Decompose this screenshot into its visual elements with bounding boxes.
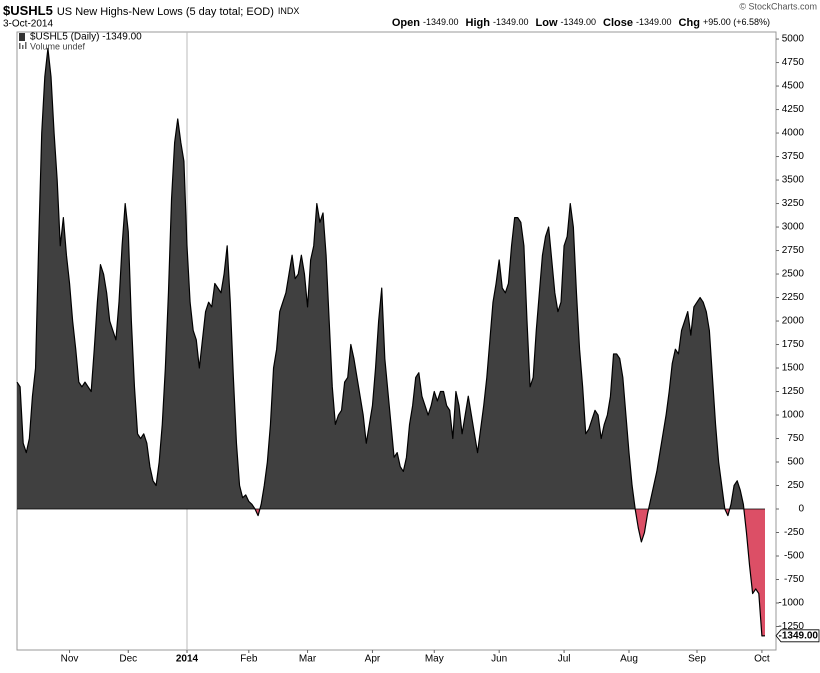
y-tick-label: 2750 <box>782 245 805 256</box>
y-tick-label: 500 <box>787 457 804 468</box>
x-tick-label: 2014 <box>176 654 199 665</box>
y-tick-label: 4500 <box>782 81 805 92</box>
quote-label: Chg <box>679 17 700 29</box>
quote: Open -1349.00 High -1349.00 Low -1349.00 Close… <box>392 17 770 29</box>
credit: © StockCharts.com <box>739 1 817 11</box>
y-tick-label: -500 <box>784 551 804 562</box>
y-tick-label: 2000 <box>782 316 805 327</box>
y-tick-label: 3000 <box>782 222 805 233</box>
volume-icon <box>25 42 27 49</box>
y-tick-label: 4750 <box>782 57 805 68</box>
quote-value: -1349.00 <box>493 17 529 27</box>
legend-entry: $USHL5 (Daily) -1349.00 <box>30 32 142 43</box>
y-tick-label: 1000 <box>782 410 805 421</box>
legend-swatch <box>19 33 25 41</box>
y-tick-label: 0 <box>798 504 804 515</box>
x-tick-label: Sep <box>688 654 706 665</box>
symbol: $USHL5 <box>3 3 53 18</box>
date: 3-Oct-2014 <box>3 19 53 30</box>
y-tick-label: 1500 <box>782 363 805 374</box>
x-tick-label: May <box>425 654 444 665</box>
x-tick-label: Oct <box>754 654 770 665</box>
y-tick-label: 3250 <box>782 198 805 209</box>
volume-icon <box>19 43 21 49</box>
y-tick-label: 4000 <box>782 128 805 139</box>
plot-frame <box>16 31 777 651</box>
y-tick-label: 2500 <box>782 269 805 280</box>
y-tick-label: -1000 <box>778 598 804 609</box>
x-tick-label: Feb <box>240 654 258 665</box>
y-tick-label: 250 <box>787 480 804 491</box>
y-tick-label: 4250 <box>782 104 805 115</box>
price-tag-box <box>775 629 820 643</box>
quote-value: -1349.00 <box>561 17 597 27</box>
data-layer <box>16 47 766 637</box>
y-tick-label: 2250 <box>782 292 805 303</box>
quote-value: -1349.00 <box>423 17 459 27</box>
quote-label: Low <box>536 17 558 29</box>
y-tick-label: 1750 <box>782 339 805 350</box>
y-tick-label: 3500 <box>782 175 805 186</box>
x-tick-label: Jul <box>558 654 571 665</box>
axis-layer: -1250 -1000 -750 -500 -250 0 250 500 750 1000 1250… <box>61 34 820 665</box>
x-tick-label: Nov <box>61 654 79 665</box>
quote-label: Close <box>603 17 633 29</box>
y-tick-label: 1250 <box>782 386 805 397</box>
y-tick-label: 750 <box>787 433 804 444</box>
x-tick-label: Mar <box>299 654 317 665</box>
x-tick-label: Apr <box>365 654 381 665</box>
y-tick-label: -250 <box>784 527 804 538</box>
subtitle: US New Highs-New Lows (5 day total; EOD) <box>57 6 274 18</box>
exchange: INDX <box>278 6 300 16</box>
quote-value: -1349.00 <box>636 17 672 27</box>
quote-label: Open <box>392 17 420 29</box>
header: $USHL5 US New Highs-New Lows (5 day total… <box>3 3 299 18</box>
y-tick-label: -750 <box>784 574 804 585</box>
quote-label: High <box>466 17 491 29</box>
x-tick-label: Aug <box>620 654 638 665</box>
y-tick-label: -1250 <box>778 621 804 632</box>
line <box>16 47 766 637</box>
price-tag: -1349.00 <box>779 630 819 641</box>
x-tick-label: Dec <box>119 654 137 665</box>
y-tick-label: 3750 <box>782 151 805 162</box>
quote-value: +95.00 (+6.58%) <box>703 17 770 27</box>
volume-icon <box>22 45 24 49</box>
volume-note: Volume undef <box>30 41 86 51</box>
x-tick-label: Jun <box>491 654 507 665</box>
area-positive <box>17 48 765 510</box>
y-tick-label: 5000 <box>782 34 805 45</box>
